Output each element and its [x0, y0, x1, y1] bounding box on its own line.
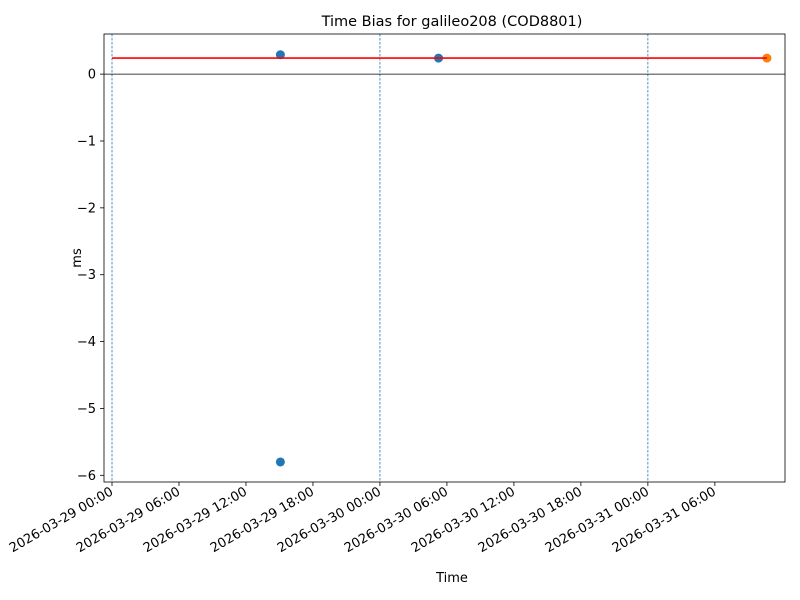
data-point — [275, 50, 285, 60]
y-tick-label: −6 — [77, 469, 96, 484]
y-tick-label: −2 — [77, 201, 96, 216]
plot-frame — [103, 33, 786, 483]
y-tick-label: −5 — [77, 402, 96, 417]
chart-title: Time Bias for galileo208 (COD8801) — [321, 14, 583, 30]
y-tick-label: −3 — [77, 268, 96, 283]
x-axis-label: Time — [435, 571, 468, 586]
plot-area — [104, 34, 785, 482]
y-axis-label: ms — [70, 248, 85, 268]
y-tick-label: −4 — [77, 335, 96, 350]
y-tick-label: −1 — [77, 134, 96, 149]
y-tick-label: 0 — [88, 68, 96, 83]
data-point — [275, 457, 285, 467]
